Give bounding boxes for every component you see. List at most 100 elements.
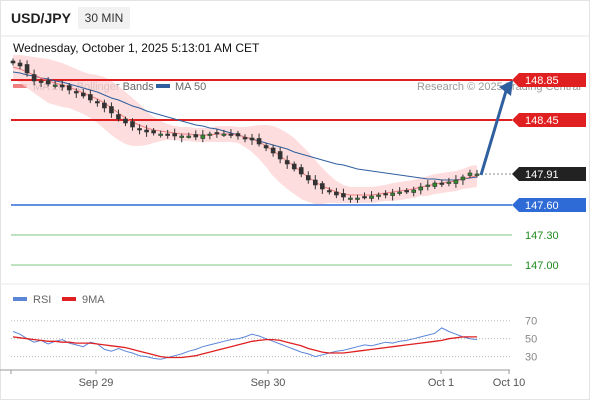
candle-65: [467, 169, 473, 178]
candle-55: [397, 187, 402, 196]
candle-13: [102, 99, 107, 113]
candle-19: [144, 125, 149, 137]
rsi-tick-30: 30: [525, 352, 537, 364]
candle-17: [130, 118, 135, 131]
chart-datetime: Wednesday, October 1, 2025 5:13:01 AM CE…: [13, 41, 260, 55]
candle-42: [305, 171, 311, 184]
candle-31: [228, 129, 234, 139]
candle-11: [88, 89, 93, 104]
candle-7: [59, 80, 65, 91]
forecast-arrow-shaft: [479, 90, 508, 176]
candle-32: [235, 131, 241, 140]
candlesticks: [10, 58, 480, 203]
bollinger-band-layer: [13, 55, 477, 204]
level-label-3: 147.60: [525, 200, 559, 212]
candle-8: [66, 83, 72, 95]
candle-45: [327, 187, 332, 195]
candle-26: [193, 130, 199, 141]
rsi-tick-70: 70: [525, 316, 537, 328]
level-tag-3: [512, 198, 586, 212]
candle-47: [341, 188, 346, 201]
candle-24: [179, 133, 185, 143]
candle-35: [256, 133, 262, 147]
level-tag-2: [512, 167, 586, 181]
candle-50: [362, 192, 367, 200]
symbol-title: USD/JPY: [11, 10, 71, 26]
level-label-0: 148.85: [525, 75, 559, 87]
x-tick-label-2: Oct 1: [428, 377, 454, 389]
candle-36: [263, 143, 269, 152]
candle-4: [38, 78, 44, 87]
candle-10: [81, 88, 86, 99]
candle-27: [200, 130, 206, 143]
chart-header: USD/JPY 30 MIN: [0, 0, 590, 36]
candle-6: [52, 80, 58, 89]
rsi-series-1: [12, 336, 477, 359]
candle-1: [17, 59, 23, 70]
candle-23: [172, 128, 177, 141]
rsi-legend-swatch: [13, 297, 27, 301]
candle-48: [348, 195, 353, 203]
candle-14: [109, 102, 114, 118]
candle-16: [123, 116, 128, 127]
bollinger-band: [13, 55, 477, 204]
candle-25: [186, 132, 192, 139]
candle-44: [320, 181, 325, 194]
candle-9: [73, 88, 79, 98]
candle-12: [95, 99, 100, 107]
candle-5: [45, 77, 51, 87]
candle-38: [277, 147, 283, 164]
price-levels: [11, 79, 512, 266]
candle-49: [355, 194, 360, 203]
forecast-arrow-layer: [479, 80, 513, 176]
candle-0: [10, 58, 16, 66]
x-tick-label-1: Sep 30: [251, 377, 286, 389]
rsi-panel: 70 50 30: [11, 316, 537, 364]
ma50-legend-label: MA 50: [175, 81, 206, 93]
rsi-ma-legend-label: 9MA: [82, 294, 105, 306]
candle-53: [383, 190, 388, 199]
candle-61: [439, 179, 445, 188]
level-label-4: 147.30: [525, 230, 559, 242]
candle-63: [453, 175, 459, 188]
timeframe-badge[interactable]: 30 MIN: [78, 7, 130, 29]
candle-30: [221, 129, 227, 137]
candle-46: [334, 187, 339, 199]
candle-51: [369, 191, 374, 202]
candle-52: [376, 192, 381, 200]
level-label-1: 148.45: [525, 115, 559, 127]
level-tag-0: [512, 73, 586, 87]
level-tag-1: [512, 113, 586, 127]
candle-41: [298, 164, 304, 178]
candle-54: [390, 188, 395, 201]
candle-60: [432, 180, 438, 189]
candle-59: [425, 180, 431, 191]
candle-39: [284, 155, 290, 169]
rsi-ma-legend-swatch: [62, 297, 76, 301]
price-labels: 148.85 148.45 147.91 147.60 147.30 147.00: [512, 73, 586, 272]
rsi-series-0: [12, 327, 478, 360]
candle-56: [404, 188, 409, 195]
ma50-legend-swatch: [156, 84, 170, 88]
candle-2: [24, 60, 30, 77]
candle-15: [116, 109, 121, 122]
level-label-2: 147.91: [525, 169, 559, 181]
candle-18: [137, 124, 142, 135]
candle-33: [242, 134, 248, 143]
candle-29: [214, 129, 220, 138]
candle-58: [418, 182, 424, 195]
candle-64: [460, 174, 466, 185]
forecast-arrow-head: [499, 80, 513, 96]
x-tick-label-3: Oct 10: [493, 377, 525, 389]
rsi-legend-label: RSI: [33, 294, 51, 306]
x-tick-label-0: Sep 29: [79, 377, 114, 389]
candle-40: [291, 161, 297, 172]
candle-37: [270, 144, 276, 157]
candle-57: [411, 186, 417, 197]
ma20-legend-swatch: [13, 84, 27, 88]
x-axis: Sep 29 Sep 30 Oct 1 Oct 10: [10, 370, 525, 389]
candle-20: [151, 128, 156, 136]
candle-28: [207, 131, 213, 140]
candle-22: [165, 129, 170, 139]
